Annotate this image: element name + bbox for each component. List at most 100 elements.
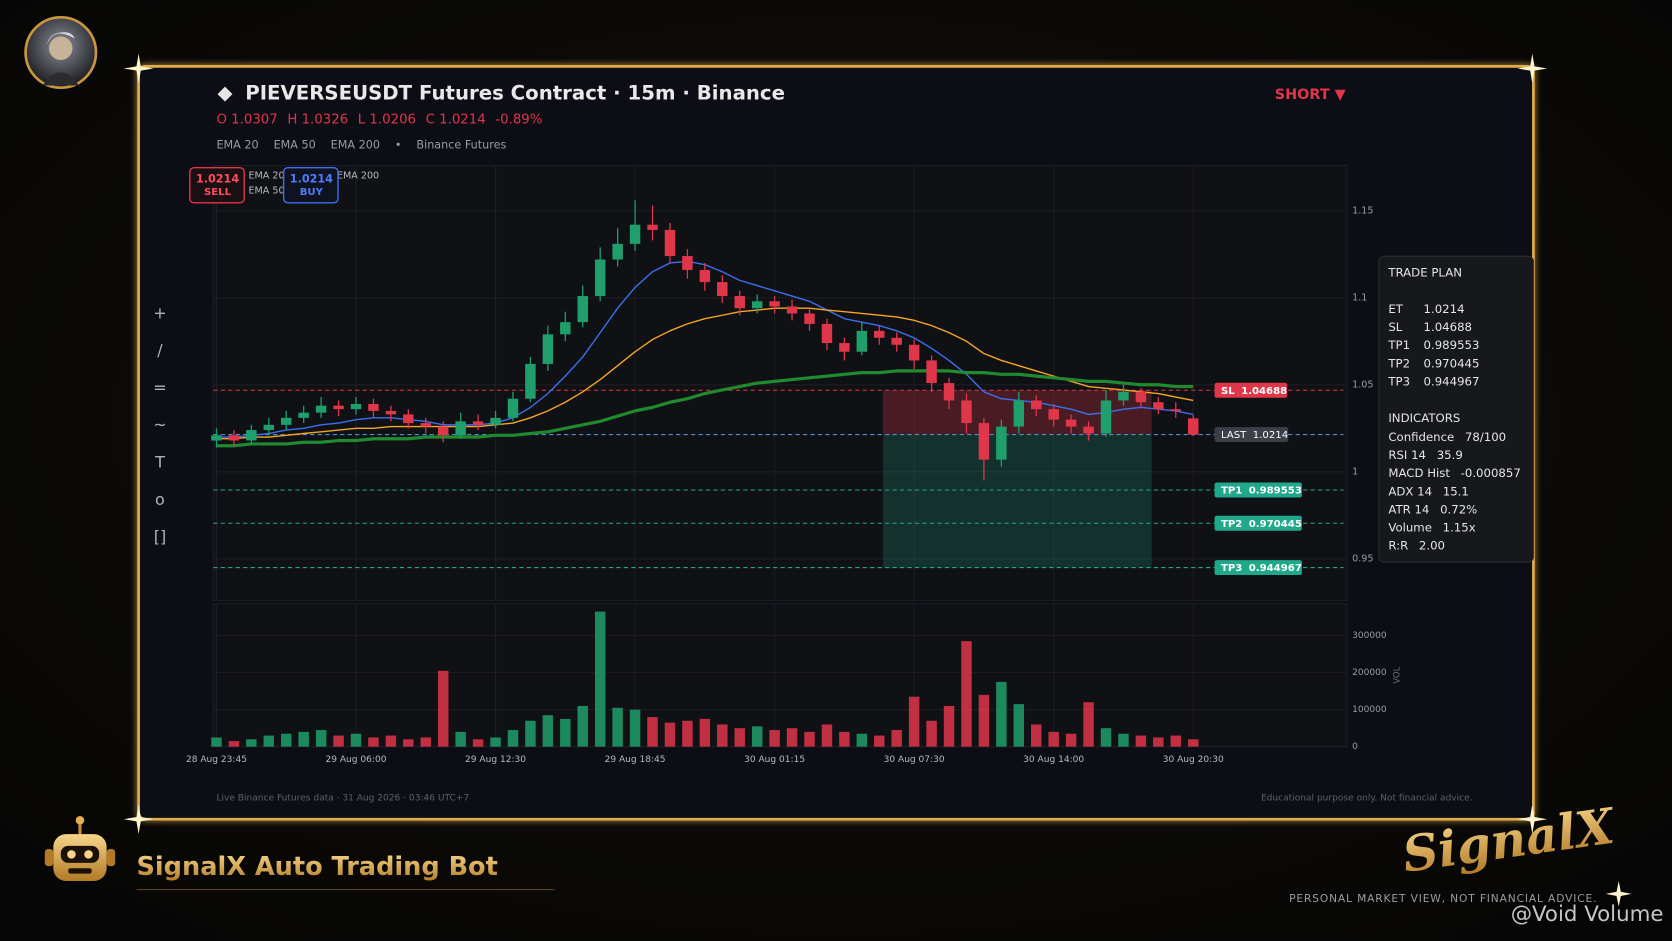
candle-body: [1135, 391, 1147, 403]
tool-button[interactable]: T: [154, 453, 165, 472]
candle-body: [908, 344, 920, 361]
candle-body: [821, 323, 833, 344]
tool-button[interactable]: []: [154, 527, 166, 546]
robot-mouth: [68, 868, 92, 874]
level-name: TP3: [1221, 563, 1242, 574]
indicator-value: 35.9: [1437, 448, 1463, 462]
indicator-label: ADX 14: [1388, 484, 1432, 498]
sparkle: [1517, 53, 1548, 84]
ohlc-item: H 1.0326: [287, 113, 348, 128]
footer-right: Educational purpose only. Not financial …: [1261, 793, 1473, 803]
legend-item: Binance Futures: [416, 138, 506, 151]
legend: EMA 20 EMA 50 EMA 200 • Binance Futures: [216, 138, 506, 151]
plan-label: SL: [1388, 320, 1402, 334]
volume-bar: [908, 696, 920, 747]
indicator-label: Confidence: [1388, 430, 1454, 444]
candle-body: [664, 229, 676, 257]
plan-label: ET: [1388, 302, 1403, 316]
level-labels: SL 1.04688 LAST 1.0214 TP1 0.989553 TP2 0.97044…: [1214, 382, 1302, 576]
volume-bar: [996, 681, 1007, 747]
buy-price[interactable]: 1.0214: [290, 172, 333, 185]
indicator-label: R:R: [1388, 539, 1408, 553]
volume-axis-label: VOL: [1392, 666, 1402, 683]
candle-body: [246, 430, 257, 441]
indicators-title: INDICATORS: [1388, 411, 1460, 425]
candle-body: [1187, 418, 1199, 435]
candle-body: [455, 421, 466, 436]
level-label-text: LAST 1.0214: [1221, 430, 1288, 441]
footer-left: Live Binance Futures data · 31 Aug 2026 …: [216, 793, 469, 803]
buy-label[interactable]: BUY: [300, 187, 324, 198]
volume-bar: [403, 739, 414, 747]
candle-body: [368, 403, 379, 411]
volume-bar: [437, 670, 449, 747]
level-value: 0.970445: [1249, 519, 1302, 530]
y-tick-label: 1: [1352, 466, 1358, 477]
candle-body: [717, 282, 728, 297]
x-tick-label: 28 Aug 23:45: [186, 755, 247, 765]
level-label: TP3 0.944967: [1214, 560, 1302, 576]
volume-bar: [1048, 731, 1059, 747]
sell-label[interactable]: SELL: [204, 187, 232, 198]
volume-bar: [1118, 733, 1129, 747]
legend-item: EMA 200: [331, 138, 380, 151]
volume-bar: [298, 731, 309, 747]
volume-bar: [350, 733, 362, 747]
avatar-figure: [42, 72, 79, 86]
ema-line: [216, 307, 1194, 440]
candle-body: [734, 296, 745, 309]
price-panel: [212, 164, 1348, 602]
legend-item: EMA 20: [216, 138, 258, 151]
buy-box[interactable]: [282, 166, 339, 204]
y-tick-label: 1.15: [1352, 205, 1373, 216]
candle-body: [211, 435, 222, 441]
indicator-value: 15.1: [1443, 484, 1469, 498]
x-tick-label: 29 Aug 12:30: [465, 755, 526, 765]
volume-bar: [786, 728, 798, 747]
volume-bar: [280, 733, 292, 747]
tool-button[interactable]: ~: [153, 415, 166, 434]
x-tick-label: 29 Aug 18:45: [605, 755, 666, 765]
volume-bar: [1031, 724, 1042, 747]
volume-bar: [577, 705, 588, 747]
sell-price[interactable]: 1.0214: [196, 172, 239, 185]
level-name: TP2: [1221, 519, 1242, 530]
candle-body: [926, 360, 937, 384]
candle-body: [682, 256, 693, 270]
robot-antenna-tip: [75, 815, 85, 825]
candle-body: [1031, 400, 1042, 410]
volume-bar: [263, 735, 275, 747]
volume-bar: [943, 705, 955, 747]
volume-bar: [1100, 728, 1112, 747]
candle-body: [612, 243, 623, 260]
overlay-ema: EMA 50: [248, 186, 284, 197]
buy-button[interactable]: 1.0214 BUY: [282, 166, 339, 204]
volume-bar: [926, 720, 937, 747]
candle-body: [629, 224, 641, 244]
level-name: TP1: [1221, 486, 1242, 497]
candle-body: [1013, 400, 1025, 427]
disclaimer: PERSONAL MARKET VIEW, NOT FINANCIAL ADVI…: [1289, 892, 1597, 905]
candle-body: [699, 269, 711, 283]
sell-button[interactable]: 1.0214 SELL: [189, 166, 245, 204]
tool-button[interactable]: o: [155, 490, 165, 509]
tool-button[interactable]: =: [153, 378, 166, 397]
candle-body: [542, 334, 554, 364]
candle-body: [996, 426, 1007, 460]
indicator-label: RSI 14: [1388, 448, 1426, 462]
candle-body: [350, 403, 362, 410]
title-icon: [217, 86, 233, 102]
tool-button[interactable]: /: [157, 341, 163, 360]
volume-bar: [682, 720, 693, 747]
volume-bar: [769, 730, 780, 747]
sell-box[interactable]: [189, 166, 245, 204]
plan-label: TP2: [1387, 356, 1410, 370]
volume-bar: [525, 720, 536, 747]
level-label-text: TP1 0.989553: [1221, 486, 1302, 497]
plan-label: TP1: [1387, 338, 1410, 352]
candle-body: [891, 337, 902, 345]
robot-eye: [84, 850, 93, 859]
y-tick-label: 1.05: [1352, 379, 1373, 390]
tool-button[interactable]: +: [153, 303, 166, 322]
